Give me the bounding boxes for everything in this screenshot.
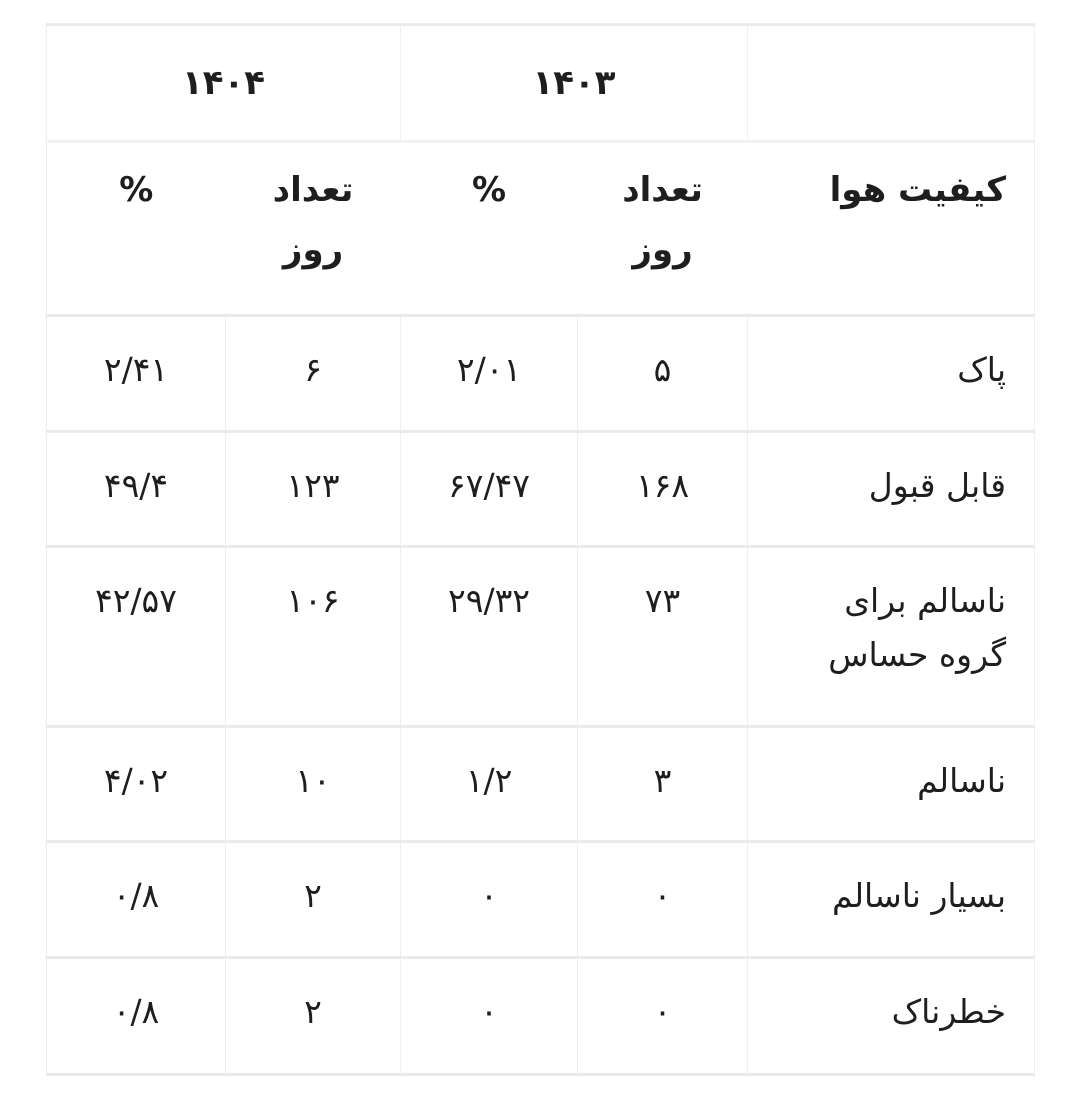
percent-1403-value: ۲۹/۳۲ bbox=[400, 546, 579, 728]
percent-1403-value: ۰ bbox=[400, 841, 579, 959]
percent-1404-value: ۲/۴۱ bbox=[45, 315, 227, 433]
days-1403-value: ۰ bbox=[577, 841, 749, 959]
year-header-row: ۱۴۰۳ ۱۴۰۴ bbox=[45, 24, 1036, 143]
year-row-spacer bbox=[747, 24, 1036, 143]
quality-label: بسیار ناسالم bbox=[747, 841, 1036, 959]
quality-label: قابل قبول bbox=[747, 431, 1036, 548]
days-1403-value: ۵ bbox=[577, 315, 749, 433]
table-row-clean: پاک ۵ ۲/۰۱ ۶ ۲/۴۱ bbox=[45, 315, 1036, 433]
col-header-days-1404: تعداد روز bbox=[225, 141, 401, 317]
percent-1404-value: ۴/۰۲ bbox=[45, 726, 227, 843]
days-1404-value: ۱۰ bbox=[225, 726, 402, 843]
days-1403-value: ۱۶۸ bbox=[577, 431, 749, 548]
days-1403-value: ۳ bbox=[577, 726, 749, 843]
days-1404-value: ۶ bbox=[225, 315, 402, 433]
percent-1403-value: ۲/۰۱ bbox=[400, 315, 579, 433]
table-row-very-unhealthy: بسیار ناسالم ۰ ۰ ۲ ۰/۸ bbox=[45, 841, 1036, 959]
column-header-row: کیفیت هوا تعداد روز % تعداد روز % bbox=[46, 141, 1035, 317]
table-row-unhealthy: ناسالم ۳ ۱/۲ ۱۰ ۴/۰۲ bbox=[45, 726, 1036, 843]
quality-label: ناسالم برای گروه حساس bbox=[747, 546, 1036, 728]
percent-1403-value: ۱/۲ bbox=[400, 726, 579, 843]
days-1404-value: ۲ bbox=[225, 841, 402, 959]
percent-1403-value: ۰ bbox=[400, 957, 579, 1075]
days-1404-value: ۱۲۳ bbox=[225, 431, 402, 548]
days-1404-value: ۲ bbox=[225, 957, 402, 1075]
quality-label: خطرناک bbox=[747, 957, 1036, 1075]
percent-1404-value: ۰/۸ bbox=[45, 957, 227, 1075]
table-row-unhealthy-sensitive: ناسالم برای گروه حساس ۷۳ ۲۹/۳۲ ۱۰۶ ۴۲/۵۷ bbox=[45, 546, 1036, 728]
col-header-percent-1404: % bbox=[46, 141, 226, 317]
col-header-percent-1403: % bbox=[400, 141, 578, 317]
year-1404-header: ۱۴۰۴ bbox=[45, 24, 402, 143]
air-quality-table: ۱۴۰۳ ۱۴۰۴ کیفیت هوا تعداد روز % تعداد رو… bbox=[45, 23, 1036, 1076]
percent-1403-value: ۶۷/۴۷ bbox=[400, 431, 579, 548]
days-header-label: تعداد روز bbox=[272, 170, 354, 270]
days-1404-value: ۱۰۶ bbox=[225, 546, 402, 728]
days-header-label: تعداد روز bbox=[622, 170, 703, 270]
quality-label: پاک bbox=[747, 315, 1036, 433]
year-1403-header: ۱۴۰۳ bbox=[400, 24, 749, 143]
air-quality-table-container: ۱۴۰۳ ۱۴۰۴ کیفیت هوا تعداد روز % تعداد رو… bbox=[45, 23, 1036, 1076]
quality-label: ناسالم bbox=[747, 726, 1036, 843]
percent-1404-value: ۰/۸ bbox=[45, 841, 227, 959]
col-header-quality: کیفیت هوا bbox=[747, 141, 1035, 317]
percent-1404-value: ۴۲/۵۷ bbox=[45, 546, 227, 728]
col-header-days-1403: تعداد روز bbox=[577, 141, 748, 317]
days-1403-value: ۷۳ bbox=[577, 546, 749, 728]
table-row-hazardous: خطرناک ۰ ۰ ۲ ۰/۸ bbox=[45, 957, 1036, 1075]
table-row-acceptable: قابل قبول ۱۶۸ ۶۷/۴۷ ۱۲۳ ۴۹/۴ bbox=[45, 431, 1036, 548]
days-1403-value: ۰ bbox=[577, 957, 749, 1075]
percent-1404-value: ۴۹/۴ bbox=[45, 431, 227, 548]
